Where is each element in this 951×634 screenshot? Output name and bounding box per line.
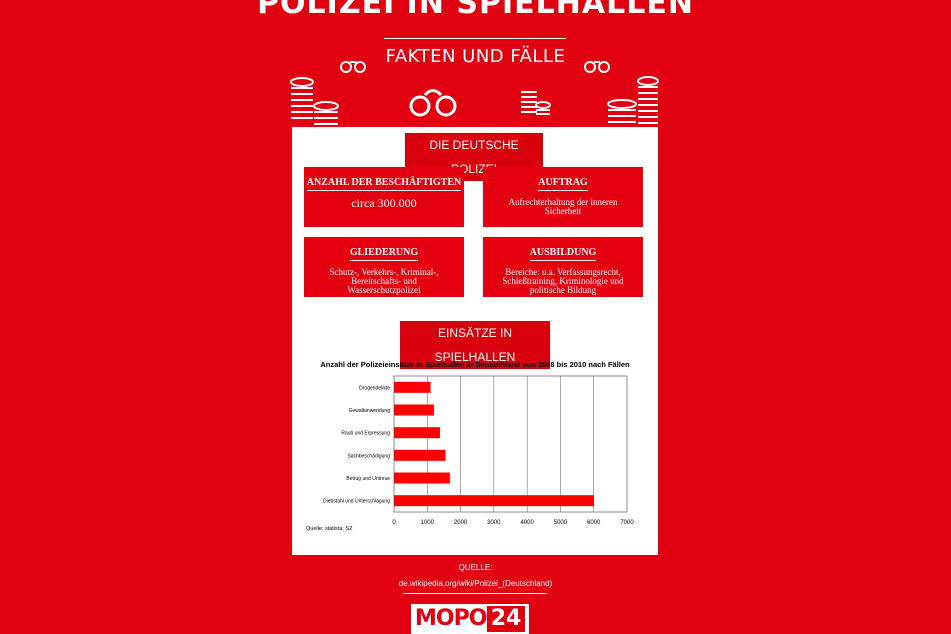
info-box-value: circa 300.000	[351, 196, 417, 210]
info-box-value: Bereiche: u.a. Verfassungsrecht, Schießt…	[502, 267, 624, 295]
source-divider	[403, 593, 547, 594]
handcuffs-icon	[409, 89, 457, 117]
logo-number: 24	[487, 606, 525, 632]
x-tick-label: 7000	[620, 520, 634, 526]
info-box-value: Schutz-, Verkehrs-, Kriminal-, Bereitsch…	[329, 267, 439, 295]
x-tick-label: 1000	[421, 520, 435, 526]
bar-chart: 0 1000 2000 3000 4000 5000 6000 7000 Drogendelik…	[323, 375, 634, 526]
x-tick-label: 5000	[554, 520, 568, 526]
chart-title: Anzahl der Polizeieinsätze in Spielhalle…	[320, 360, 630, 369]
page-title: POLIZEI IN SPIELHALLEN	[257, 0, 694, 21]
logo-text: MOPO	[415, 606, 487, 631]
plot-area	[393, 375, 628, 513]
info-box-title: ANZAHL DER BESCHÄFTIGTEN	[306, 177, 462, 191]
y-category-label: Diebstahl und Unterschlagung	[323, 499, 390, 505]
info-box-ausbildung: AUSBILDUNG Bereiche: u.a. Verfassungsrec…	[483, 237, 643, 297]
page-subtitle: FAKTEN UND FÄLLE	[385, 46, 566, 67]
source-label: QUELLE:	[458, 563, 493, 572]
title-divider	[384, 38, 566, 39]
info-box-title: AUFTRAG	[538, 177, 588, 191]
bar	[394, 427, 440, 439]
bar	[394, 404, 434, 416]
x-tick-label: 3000	[487, 520, 501, 526]
info-box-gliederung: GLIEDERUNG Schutz-, Verkehrs-, Kriminal-…	[304, 237, 464, 297]
info-box-title: GLIEDERUNG	[349, 247, 419, 261]
info-box-beschaeftigte: ANZAHL DER BESCHÄFTIGTEN circa 300.000	[304, 167, 464, 227]
x-tick-label: 0	[392, 520, 396, 526]
x-tick-label: 6000	[587, 520, 601, 526]
handcuffs-icon	[584, 61, 610, 73]
y-category-label: Sachbeschädigung	[347, 453, 390, 459]
x-tick-label: 2000	[454, 520, 468, 526]
bar	[394, 381, 431, 393]
coins-stack-icon	[290, 77, 339, 125]
info-box-auftrag: AUFTRAG Aufrechterhaltung der inneren Si…	[483, 167, 643, 227]
y-category-label: Gewaltanwendung	[349, 408, 391, 414]
coins-stack-icon	[521, 91, 551, 115]
mopo24-logo[interactable]: MOPO 24	[411, 604, 529, 634]
info-box-value: Aufrechterhaltung der inneren Sicherheit	[508, 197, 618, 216]
x-tick-label: 4000	[520, 520, 534, 526]
y-category-label: Betrug und Untreue	[346, 476, 390, 482]
y-category-label: Raub und Erpressung	[341, 431, 390, 437]
section-header-einsaetze: EINSÄTZE IN SPIELHALLEN	[400, 321, 550, 369]
info-box-title: AUSBILDUNG	[529, 247, 597, 261]
chart-source-note: Quelle: statista; SZ	[306, 526, 353, 532]
bar	[394, 449, 446, 461]
y-category-label: Drogendelikte	[359, 385, 390, 391]
bar	[394, 495, 594, 507]
coins-stack-icon	[607, 76, 659, 124]
bar	[394, 472, 450, 484]
source-link[interactable]: de.wikipedia.org/wiki/Polizei_(Deutschla…	[398, 579, 553, 588]
handcuffs-icon	[340, 61, 366, 73]
